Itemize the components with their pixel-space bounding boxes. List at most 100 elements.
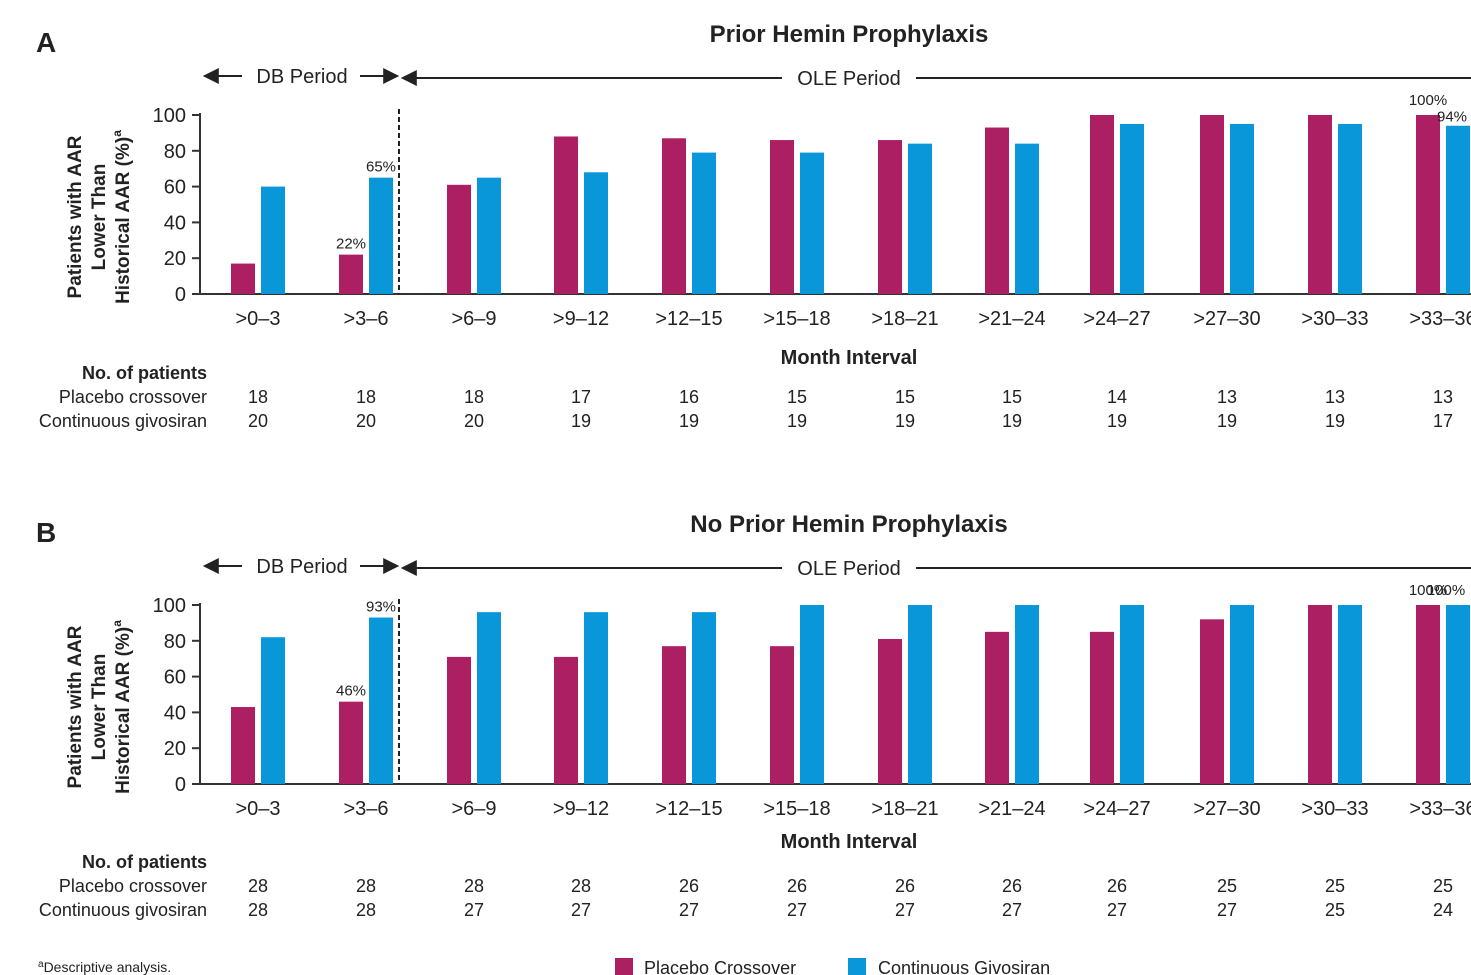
patients-count: 18 bbox=[464, 387, 484, 407]
bar-annotation: 22% bbox=[336, 236, 366, 253]
bar-placebo-8 bbox=[1090, 631, 1114, 784]
bar-annotation: 65% bbox=[366, 159, 396, 176]
y-axis-label: Patients with AAR Lower Than Historical AA… bbox=[65, 620, 134, 794]
y-tick-label: 100 bbox=[153, 105, 186, 127]
patients-row-label: Placebo crossover bbox=[59, 876, 207, 896]
patients-count: 15 bbox=[787, 387, 807, 407]
x-tick-label: >27–30 bbox=[1193, 798, 1260, 820]
x-tick-label: >6–9 bbox=[451, 308, 496, 330]
patients-count: 20 bbox=[464, 411, 484, 431]
footnote-text: Descriptive analysis. bbox=[44, 959, 172, 975]
bar-givosiran-10 bbox=[1338, 605, 1362, 784]
bar-placebo-5 bbox=[770, 140, 794, 294]
x-axis-label: Month Interval bbox=[781, 831, 918, 853]
patients-count: 15 bbox=[895, 387, 915, 407]
y-tick-label: 0 bbox=[175, 774, 186, 796]
y-axis-label-superscript: a bbox=[110, 620, 124, 627]
panel-b: B No Prior Hemin Prophylaxis DB Period OLE … bbox=[36, 511, 1471, 920]
db-period-label: DB Period bbox=[256, 556, 347, 578]
patients-count: 28 bbox=[356, 876, 376, 896]
bar-placebo-6 bbox=[878, 140, 902, 294]
x-tick-label: >18–21 bbox=[871, 798, 938, 820]
bar-annotation: 46% bbox=[336, 683, 366, 700]
bar-givosiran-8 bbox=[1120, 123, 1144, 294]
patients-count: 20 bbox=[356, 411, 376, 431]
patients-count: 25 bbox=[1325, 876, 1345, 896]
patients-count: 19 bbox=[1002, 411, 1022, 431]
patients-count: 26 bbox=[895, 876, 915, 896]
bar-givosiran-11 bbox=[1446, 125, 1470, 295]
x-tick-label: >27–30 bbox=[1193, 308, 1260, 330]
x-tick-label: >15–18 bbox=[763, 308, 830, 330]
patients-count: 18 bbox=[356, 387, 376, 407]
bar-placebo-1 bbox=[339, 254, 363, 294]
bar-annotation: 100% bbox=[1427, 582, 1465, 599]
patients-count: 13 bbox=[1433, 387, 1453, 407]
x-tick-label: >3–6 bbox=[343, 308, 388, 330]
patients-count: 26 bbox=[679, 876, 699, 896]
patients-count: 26 bbox=[787, 876, 807, 896]
bar-placebo-11 bbox=[1416, 605, 1440, 784]
bar-givosiran-7 bbox=[1015, 605, 1039, 784]
x-tick-label: >33–36 bbox=[1409, 798, 1471, 820]
bar-placebo-1 bbox=[339, 701, 363, 784]
patients-count: 25 bbox=[1325, 900, 1345, 920]
patients-count: 27 bbox=[1107, 900, 1127, 920]
bar-givosiran-10 bbox=[1338, 123, 1362, 294]
x-tick-label: >15–18 bbox=[763, 798, 830, 820]
patients-count: 24 bbox=[1433, 900, 1453, 920]
patients-count: 19 bbox=[787, 411, 807, 431]
x-tick-label: >30–33 bbox=[1301, 798, 1368, 820]
x-tick-label: >9–12 bbox=[553, 798, 609, 820]
patients-count: 19 bbox=[895, 411, 915, 431]
x-tick-label: >0–3 bbox=[235, 798, 280, 820]
y-tick-label: 80 bbox=[164, 631, 186, 653]
patients-count: 28 bbox=[464, 876, 484, 896]
bar-placebo-2 bbox=[447, 184, 471, 294]
y-axis-label: Patients with AAR Lower Than Historical AA… bbox=[65, 130, 134, 304]
x-tick-label: >18–21 bbox=[871, 308, 938, 330]
patients-count: 20 bbox=[248, 411, 268, 431]
patients-count: 19 bbox=[1107, 411, 1127, 431]
bar-givosiran-1 bbox=[369, 177, 393, 294]
bar-placebo-9 bbox=[1200, 115, 1224, 294]
y-tick-label: 20 bbox=[164, 738, 186, 760]
legend-label-givosiran: Continuous Givosiran bbox=[878, 958, 1050, 975]
db-period-label: DB Period bbox=[256, 66, 347, 88]
patients-row-label: Continuous givosiran bbox=[39, 900, 207, 920]
patients-count: 28 bbox=[571, 876, 591, 896]
patients-count: 27 bbox=[464, 900, 484, 920]
patients-count: 19 bbox=[679, 411, 699, 431]
panels: A Prior Hemin Prophylaxis DB Period OLE Per… bbox=[36, 21, 1471, 920]
panel-a: A Prior Hemin Prophylaxis DB Period OLE Per… bbox=[36, 21, 1471, 431]
patients-count: 27 bbox=[571, 900, 591, 920]
x-tick-label: >0–3 bbox=[235, 308, 280, 330]
patients-count: 27 bbox=[679, 900, 699, 920]
x-tick-label: >3–6 bbox=[343, 798, 388, 820]
bar-placebo-6 bbox=[878, 639, 902, 784]
bar-placebo-4 bbox=[662, 138, 686, 294]
x-tick-label: >6–9 bbox=[451, 798, 496, 820]
patients-count: 19 bbox=[1217, 411, 1237, 431]
footnote-marker: a bbox=[38, 959, 44, 970]
patients-count: 14 bbox=[1107, 387, 1127, 407]
bar-annotation: 93% bbox=[366, 599, 396, 616]
bar-givosiran-9 bbox=[1230, 605, 1254, 784]
patients-count: 27 bbox=[1217, 900, 1237, 920]
panel-letter: A bbox=[36, 27, 56, 58]
legend-swatch-placebo bbox=[615, 958, 633, 975]
x-tick-label: >12–15 bbox=[655, 798, 722, 820]
patients-count: 19 bbox=[571, 411, 591, 431]
bar-placebo-0 bbox=[231, 707, 255, 784]
bar-givosiran-9 bbox=[1230, 123, 1254, 294]
bar-givosiran-0 bbox=[261, 186, 285, 294]
patients-count: 25 bbox=[1217, 876, 1237, 896]
x-tick-label: >21–24 bbox=[978, 798, 1045, 820]
bar-placebo-2 bbox=[447, 656, 471, 784]
y-tick-label: 40 bbox=[164, 212, 186, 234]
patients-count: 26 bbox=[1002, 876, 1022, 896]
y-axis-label-line: Patients with AAR bbox=[65, 625, 86, 788]
x-tick-label: >30–33 bbox=[1301, 308, 1368, 330]
patients-row-label: Placebo crossover bbox=[59, 387, 207, 407]
